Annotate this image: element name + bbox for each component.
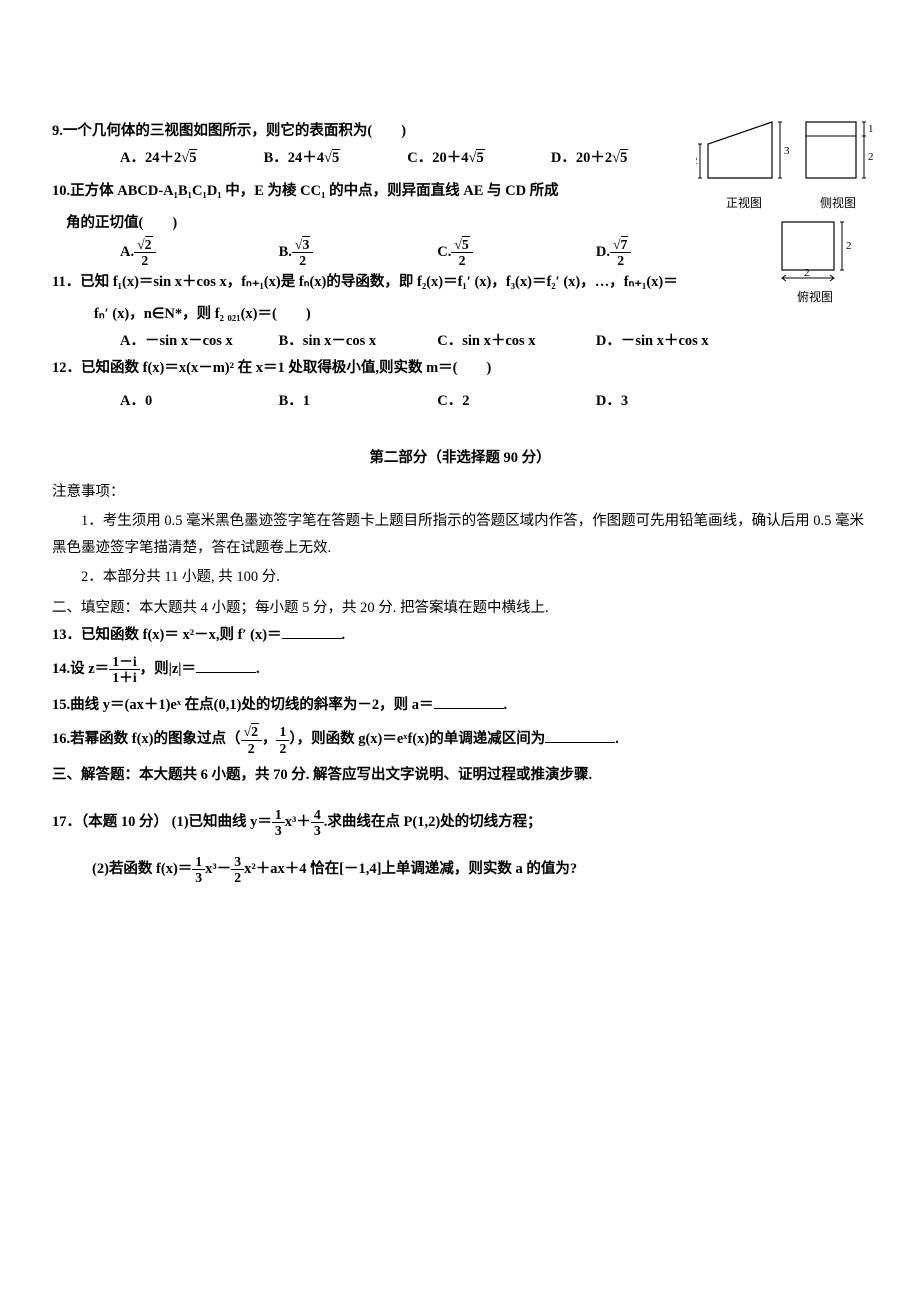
question-15: 15.曲线 y＝(ax＋1)eˣ 在点(0,1)处的切线的斜率为－2，则 a＝. [52,692,868,719]
side-view-svg: 1 2 [798,114,878,192]
question-13: 13．已知函数 f(x)＝ x²－x,则 f′ (x)＝. [52,622,868,649]
q12-d: D．3 [596,388,751,415]
svg-text:3: 3 [784,145,790,157]
q12-a: A．0 [120,388,275,415]
question-17-2: (2)若函数 f(x)＝13x³－32x²＋ax＋4 恰在[－1,4]上单调递减… [52,854,868,885]
fill-header: 二、填空题：本大题共 4 小题；每小题 5 分，共 20 分. 把答案填在题中横… [52,595,868,622]
svg-text:2: 2 [696,155,698,167]
q12-options: A．0 B．1 C．2 D．3 [52,388,868,415]
question-9: 2 3 正视图 1 2 [52,118,868,172]
notice-1: 1．考生须用 0.5 毫米黑色墨迹签字笔在答题卡上题目所指示的答题区域内作答，作… [52,508,868,562]
blank-14 [196,658,256,674]
notice-header: 注意事项： [52,479,868,506]
notice-2: 2．本部分共 11 小题, 共 100 分. [52,564,868,591]
q11-a: A．－sin x－cos x [120,328,275,355]
q11-c: C．sin x＋cos x [437,328,592,355]
q11-options: A．－sin x－cos x B．sin x－cos x C．sin x＋cos… [52,328,868,355]
question-16: 16.若幂函数 f(x)的图象过点（22，12），则函数 g(x)＝eˣf(x)… [52,724,868,755]
notice-body: 1．考生须用 0.5 毫米黑色墨迹签字笔在答题卡上题目所指示的答题区域内作答，作… [52,508,868,590]
question-12: 12．已知函数 f(x)＝x(x－m)² 在 x＝1 处取得极小值,则实数 m＝… [52,355,868,382]
question-10: 10.正方体 ABCD-A₁B₁C₁D₁ 中，E 为棱 CC₁ 的中点，则异面直… [52,178,622,205]
q11-stem1: 11．已知 f₁(x)＝sin x＋cos x，fₙ₊₁(x)是 fₙ(x)的导… [52,274,678,290]
q11-d: D．－sin x＋cos x [596,328,751,355]
blank-13 [282,623,342,639]
front-view-label: 正视图 [696,192,792,214]
blank-15 [434,693,504,709]
front-view-svg: 2 3 [696,114,792,192]
question-14: 14.设 z＝1－i1＋i，则|z|＝. [52,654,868,685]
svg-text:2: 2 [846,240,852,252]
side-view-label: 侧视图 [798,192,878,214]
svg-text:2: 2 [868,151,874,163]
q12-b: B．1 [279,388,434,415]
q11-b: B．sin x－cos x [279,328,434,355]
section-2-title: 第二部分（非选择题 90 分） [52,445,868,472]
solve-header: 三、解答题：本大题共 6 小题，共 70 分. 解答应写出文字说明、证明过程或推… [52,762,868,789]
svg-text:1: 1 [868,123,874,135]
q12-c: C．2 [437,388,592,415]
q10-line1: 10.正方体 ABCD-A₁B₁C₁D₁ 中，E 为棱 CC₁ 的中点，则异面直… [52,183,559,199]
blank-16 [545,728,615,744]
question-11: 11．已知 f₁(x)＝sin x＋cos x，fₙ₊₁(x)是 fₙ(x)的导… [52,269,868,296]
question-17-1: 17．（本题 10 分） (1)已知曲线 y＝13x³＋43.求曲线在点 P(1… [52,807,868,838]
q9-stem: 9.一个几何体的三视图如图所示，则它的表面积为( ) [52,118,612,145]
